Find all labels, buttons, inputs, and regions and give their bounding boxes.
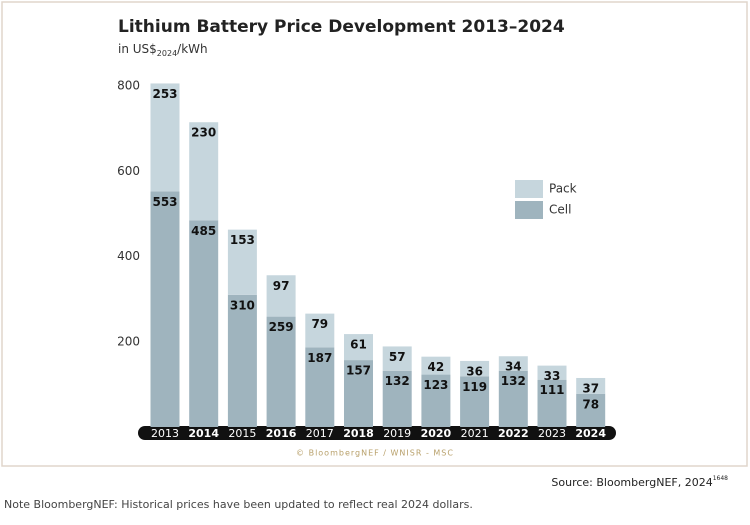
value-label: 259	[269, 320, 294, 334]
x-tick-label: 2022	[498, 427, 529, 440]
frame	[1, 1, 748, 467]
legend-swatch	[515, 180, 543, 198]
credit: © BloombergNEF / WNISR - MSC	[296, 449, 454, 458]
x-tick-label: 2016	[266, 427, 297, 440]
value-label: 79	[311, 317, 328, 331]
value-label: 36	[466, 364, 483, 378]
x-tick-label: 2013	[151, 427, 179, 440]
value-label: 132	[385, 374, 410, 388]
bar-segment	[460, 376, 490, 427]
bar-segment	[421, 374, 451, 427]
bar-segment	[344, 334, 373, 361]
x-tick-label: 2019	[383, 427, 411, 440]
chart-title: Lithium Battery Price Development 2013–2…	[118, 17, 565, 37]
value-label: 119	[462, 380, 487, 394]
value-label: 253	[152, 87, 177, 101]
bar-segment	[227, 229, 257, 295]
y-tick-label: 200	[117, 334, 140, 348]
note: Note BloombergNEF: Historical prices hav…	[4, 498, 473, 511]
legend-label: Pack	[549, 182, 577, 196]
bar-segment	[382, 370, 412, 427]
source-superscript: 1648	[713, 475, 728, 482]
bar-segment	[537, 365, 567, 380]
bar-segment	[266, 275, 296, 317]
x-tick-label: 2021	[461, 427, 489, 440]
x-tick-label: 2023	[538, 427, 566, 440]
y-tick-label: 800	[117, 79, 140, 93]
bar-segment	[305, 347, 335, 427]
x-tick-label: 2014	[188, 427, 219, 440]
x-tick-label: 2024	[575, 427, 606, 440]
source: Source: BloombergNEF, 20241648	[551, 475, 728, 490]
value-label: 132	[501, 374, 526, 388]
bar-segment	[189, 122, 219, 221]
legend-swatch	[515, 201, 543, 219]
bar-segment	[421, 356, 451, 375]
bar-segment	[537, 379, 567, 427]
value-label: 37	[582, 381, 599, 395]
year-band	[138, 426, 616, 440]
subtitle-prefix: in US$	[118, 42, 157, 56]
bar-segment	[150, 191, 180, 427]
value-label: 33	[544, 369, 561, 383]
subtitle: in US$2024/kWh	[118, 42, 208, 58]
value-label: 153	[230, 233, 255, 247]
value-label: 57	[389, 350, 406, 364]
value-label: 111	[539, 383, 564, 397]
x-tick-label: 2015	[228, 427, 256, 440]
y-tick-label: 600	[117, 164, 140, 178]
value-label: 187	[307, 351, 332, 365]
value-label: 42	[428, 360, 445, 374]
bar-segment	[576, 377, 606, 394]
subtitle-suffix: /kWh	[177, 42, 207, 56]
bar-segment	[150, 83, 180, 192]
legend-label: Cell	[549, 203, 571, 217]
x-tick-label: 2017	[306, 427, 334, 440]
y-tick-label: 400	[117, 249, 140, 263]
value-label: 34	[505, 360, 522, 374]
value-label: 157	[346, 364, 371, 378]
value-label: 123	[423, 378, 448, 392]
value-label: 553	[152, 195, 177, 209]
bar-segment	[266, 316, 296, 427]
bar-segment	[576, 393, 606, 427]
value-label: 485	[191, 224, 216, 238]
subtitle-subscript: 2024	[157, 49, 177, 58]
bar-segment	[305, 313, 335, 348]
bar-segment	[344, 360, 373, 427]
value-label: 310	[230, 298, 255, 312]
x-tick-label: 2020	[421, 427, 452, 440]
bar-segment	[460, 360, 490, 377]
bar-segment	[189, 220, 219, 427]
value-label: 61	[350, 338, 367, 352]
x-tick-label: 2018	[343, 427, 374, 440]
bar-segment	[227, 294, 257, 427]
value-label: 230	[191, 126, 216, 140]
bar-segment	[498, 370, 528, 427]
value-label: 78	[582, 397, 599, 411]
bar-segment	[498, 356, 528, 371]
bar-segment	[382, 346, 412, 371]
value-label: 97	[273, 279, 290, 293]
source-text: Source: BloombergNEF, 2024	[551, 476, 712, 489]
